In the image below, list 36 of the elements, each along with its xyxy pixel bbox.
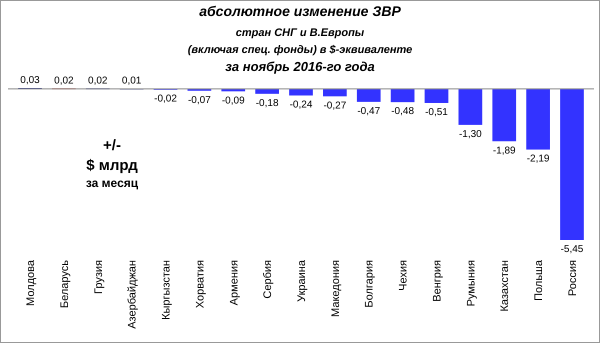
data-label: 0,02	[54, 75, 74, 86]
x-tick-label: Хорватия	[194, 260, 206, 308]
x-tick-label: Россия	[566, 260, 579, 296]
data-label: -0,09	[222, 95, 246, 106]
x-tick-label: Венгрия	[431, 260, 444, 302]
x-tick-label: Кыргызстан	[160, 260, 173, 320]
x-tick-label: Болгария	[364, 260, 376, 308]
x-tick-label: Чехия	[398, 260, 410, 291]
data-label: -0,18	[256, 98, 279, 109]
x-tick-label: Беларусь	[58, 260, 71, 308]
data-label: -0,51	[425, 106, 448, 118]
chart-title: абсолютное изменение ЗВР стран СНГ и В.Европы (включая спец. фонды) в $-эквиваленте за ноябрь 2016-го года	[188, 3, 412, 74]
x-tick-label: Молдова	[25, 259, 38, 306]
data-label: -0,07	[188, 94, 212, 106]
x-tick-label: Казахстан	[499, 260, 512, 312]
data-label: 0,03	[20, 75, 40, 86]
data-label: -0,48	[391, 106, 414, 118]
data-label: -0,02	[154, 93, 178, 104]
data-label: -0,47	[357, 106, 381, 117]
data-label: -1,30	[458, 128, 482, 140]
x-tick-label: Польша	[533, 259, 546, 301]
data-label: 0,02	[88, 75, 108, 86]
data-label: 0,01	[122, 76, 142, 87]
data-label: -0,24	[290, 99, 313, 110]
data-label: -0,27	[323, 100, 347, 112]
x-tick-label: Украина	[296, 259, 308, 302]
annotation: +/- $ млрд за месяц	[86, 137, 139, 190]
x-tick-label: Румыния	[465, 260, 478, 306]
x-tick-label: Грузия	[92, 260, 105, 294]
data-label: -1,89	[492, 145, 516, 156]
x-tick-label: Армения	[228, 260, 240, 306]
x-tick-label: Македония	[330, 260, 342, 317]
x-tick-label: Азербайджан	[126, 260, 139, 329]
data-label: -5,45	[560, 244, 584, 255]
x-tick-label: Сербия	[262, 260, 274, 299]
data-label: -2,19	[526, 154, 550, 165]
